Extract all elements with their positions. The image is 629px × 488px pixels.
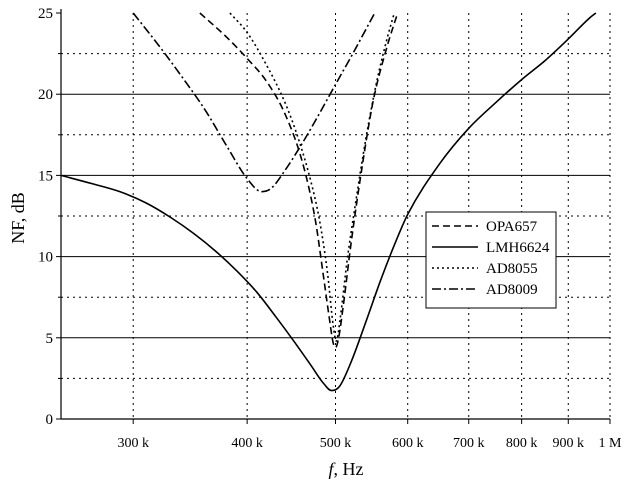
x-tick-label: 300 k (117, 436, 149, 451)
y-tick-label: 25 (38, 6, 53, 22)
x-tick-label: 600 k (392, 436, 424, 451)
x-tick-label: 400 k (231, 436, 263, 451)
legend-label-ad8055: AD8055 (486, 261, 538, 277)
y-tick-label: 15 (38, 168, 53, 184)
x-tick-label: 700 k (453, 436, 485, 451)
y-tick-label: 5 (46, 331, 54, 347)
y-tick-label: 0 (46, 412, 54, 428)
legend-label-lmh6624: LMH6624 (486, 240, 550, 256)
series-line-lmh6624 (60, 12, 597, 392)
legend: OPA657 LMH6624 AD8055 AD8009 (425, 211, 557, 309)
x-axis-label-italic: f (328, 459, 336, 479)
legend-label-opa657: OPA657 (486, 219, 538, 235)
x-axis-label-unit: , Hz (334, 459, 364, 479)
y-tick-label: 20 (38, 87, 53, 103)
x-tick-label: 1 M (599, 436, 623, 451)
tick-labels: 0 5 10 15 20 25 300 k 400 k 500 k 600 k 700 k 800 k… (38, 6, 622, 451)
y-axis-label: NF, dB (8, 192, 28, 244)
x-tick-label: 500 k (320, 436, 352, 451)
series-line-ad8055 (229, 12, 396, 342)
x-tick-label: 800 k (506, 436, 538, 451)
legend-label-ad8009: AD8009 (486, 282, 538, 298)
series-line-ad8009 (132, 12, 376, 193)
x-tick-label: 900 k (553, 436, 585, 451)
axes (56, 9, 611, 424)
plot-area (60, 12, 597, 392)
y-tick-label: 10 (38, 250, 53, 266)
x-axis-label: f, Hz (328, 459, 363, 479)
legend-box (425, 211, 557, 309)
series-line-opa657 (199, 12, 399, 349)
